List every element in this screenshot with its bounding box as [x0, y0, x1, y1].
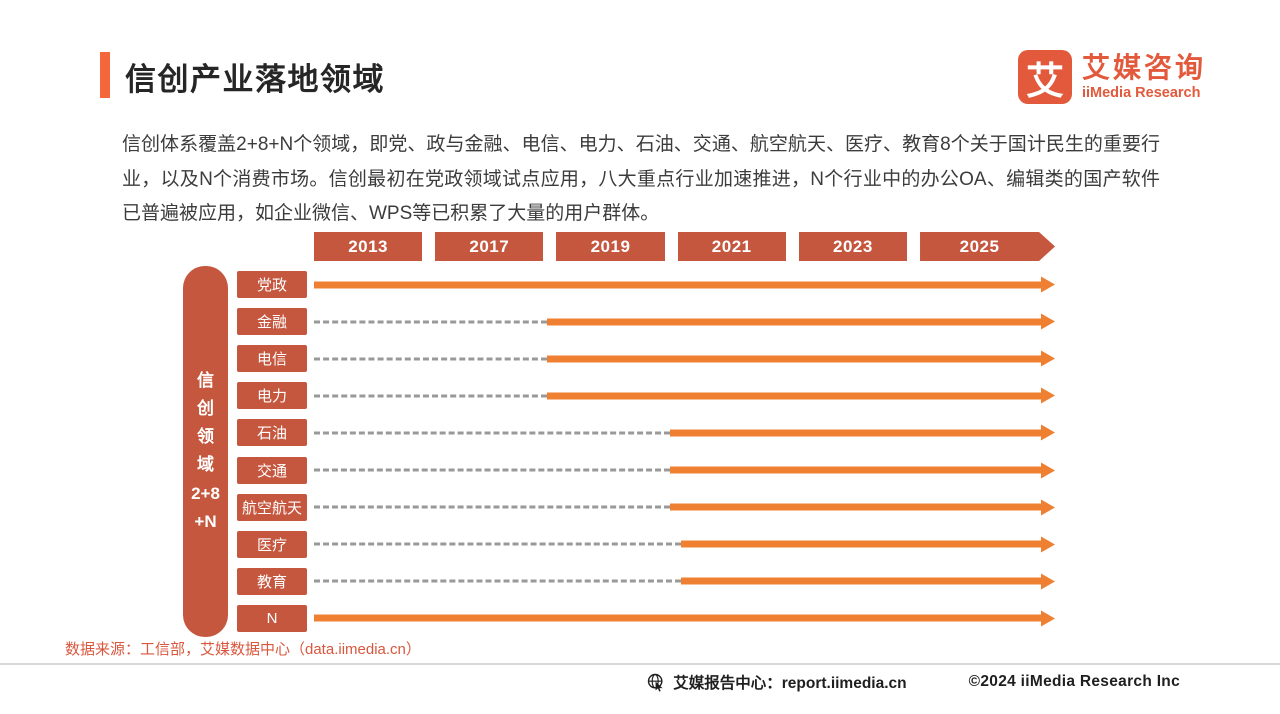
timeline-row-医疗: 医疗: [237, 526, 1055, 563]
logo-name-en: iiMedia Research: [1081, 85, 1201, 102]
logo-text: 艾媒咨询 iiMedia Research: [1081, 51, 1206, 102]
solid-arrow: [669, 503, 1041, 511]
timeline-rows: 党政金融电信电力石油交通航空航天医疗教育 N: [237, 266, 1055, 637]
row-track-医疗: [314, 526, 1055, 563]
solid-arrow: [680, 540, 1041, 548]
dashed-lead-line: [314, 320, 548, 324]
row-label-金融: 金融: [237, 308, 307, 336]
row-track-教育: [314, 563, 1055, 600]
row-track-航空航天: [314, 489, 1055, 526]
row-label-电信: 电信: [237, 345, 307, 373]
category-axis-column: 信 创 领 域 2+8 +N: [183, 232, 228, 637]
year-marker-2025: 2025: [920, 232, 1055, 261]
iimedia-logo-icon: 艾: [1017, 50, 1072, 104]
timeline-row-电力: 电力: [237, 377, 1055, 414]
solid-arrow: [314, 281, 1041, 289]
solid-arrow: [547, 318, 1041, 326]
year-marker-2021: 2021: [677, 232, 786, 261]
footer: 艾媒报告中心：report.iimedia.cn ©2024 iiMedia R…: [0, 671, 1180, 693]
timeline-row-金融: 金融: [237, 303, 1055, 340]
timeline-row-电信: 电信: [237, 340, 1055, 377]
timeline-row-党政: 党政: [237, 266, 1055, 303]
row-label-医疗: 医疗: [237, 530, 307, 558]
year-header-row: 2013 2017 2019 2021 2023 2025: [314, 232, 1055, 261]
row-label-教育: 教育: [237, 567, 307, 595]
timeline-row-航空航天: 航空航天: [237, 489, 1055, 526]
timeline-row-N: N: [237, 600, 1055, 637]
dashed-lead-line: [314, 431, 670, 435]
title-accent-bar: [100, 52, 110, 98]
solid-arrow: [669, 429, 1041, 437]
solid-arrow: [547, 392, 1041, 400]
copyright-text: ©2024 iiMedia Research Inc: [968, 673, 1180, 690]
row-track-电信: [314, 340, 1055, 377]
year-marker-2019: 2019: [556, 232, 665, 261]
dashed-lead-line: [314, 579, 681, 583]
row-track-交通: [314, 451, 1055, 488]
row-label-石油: 石油: [237, 419, 307, 447]
header: 信创产业落地领域 艾 艾媒咨询 iiMedia Research: [100, 50, 1206, 104]
row-track-电力: [314, 377, 1055, 414]
iimedia-logo: 艾 艾媒咨询 iiMedia Research: [1017, 50, 1206, 104]
dashed-lead-line: [314, 542, 681, 546]
dashed-lead-line: [314, 468, 670, 472]
solid-arrow: [680, 577, 1041, 585]
year-marker-2023: 2023: [798, 232, 908, 261]
chart-main: 2013 2017 2019 2021 2023 2025 党政金融电信电力石油交通航空航…: [237, 232, 1055, 637]
row-label-电力: 电力: [237, 382, 307, 410]
timeline-row-教育: 教育: [237, 563, 1055, 600]
row-track-金融: [314, 303, 1055, 340]
row-label-党政: 党政: [237, 271, 307, 299]
data-source-note: 数据来源：工信部，艾媒数据中心（data.iimedia.cn）: [65, 641, 421, 658]
page-title: 信创产业落地领域: [125, 62, 385, 97]
dashed-lead-line: [314, 505, 670, 509]
description-paragraph: 信创体系覆盖2+8+N个领域，即党、政与金融、电信、电力、石油、交通、航空航天、…: [122, 134, 1160, 225]
timeline-row-石油: 石油: [237, 414, 1055, 451]
logo-name-cn: 艾媒咨询: [1081, 51, 1206, 83]
report-center-link: 艾媒报告中心：report.iimedia.cn: [646, 671, 907, 693]
year-marker-2013: 2013: [314, 232, 423, 261]
solid-arrow: [547, 355, 1041, 363]
row-track-石油: [314, 414, 1055, 451]
dashed-lead-line: [314, 357, 548, 361]
solid-arrow: [669, 466, 1041, 474]
timeline-chart: 信 创 领 域 2+8 +N 2013 2017 2019 2021 2023 2025 …: [183, 232, 1055, 637]
category-axis-bar: 信 创 领 域 2+8 +N: [183, 266, 228, 637]
globe-cursor-icon: [648, 673, 663, 692]
row-label-航空航天: 航空航天: [237, 493, 307, 521]
footer-divider: [0, 663, 1280, 665]
report-center-label: 艾媒报告中心：report.iimedia.cn: [673, 675, 907, 692]
row-track-N: [314, 600, 1055, 637]
year-marker-2017: 2017: [435, 232, 544, 261]
row-track-党政: [314, 266, 1055, 303]
timeline-row-交通: 交通: [237, 451, 1055, 488]
row-label-交通: 交通: [237, 456, 307, 484]
row-label-N: N: [237, 604, 307, 632]
solid-arrow: [314, 614, 1041, 622]
dashed-lead-line: [314, 394, 548, 398]
